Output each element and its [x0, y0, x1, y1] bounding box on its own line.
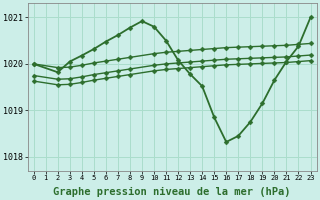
X-axis label: Graphe pression niveau de la mer (hPa): Graphe pression niveau de la mer (hPa)	[53, 186, 291, 197]
